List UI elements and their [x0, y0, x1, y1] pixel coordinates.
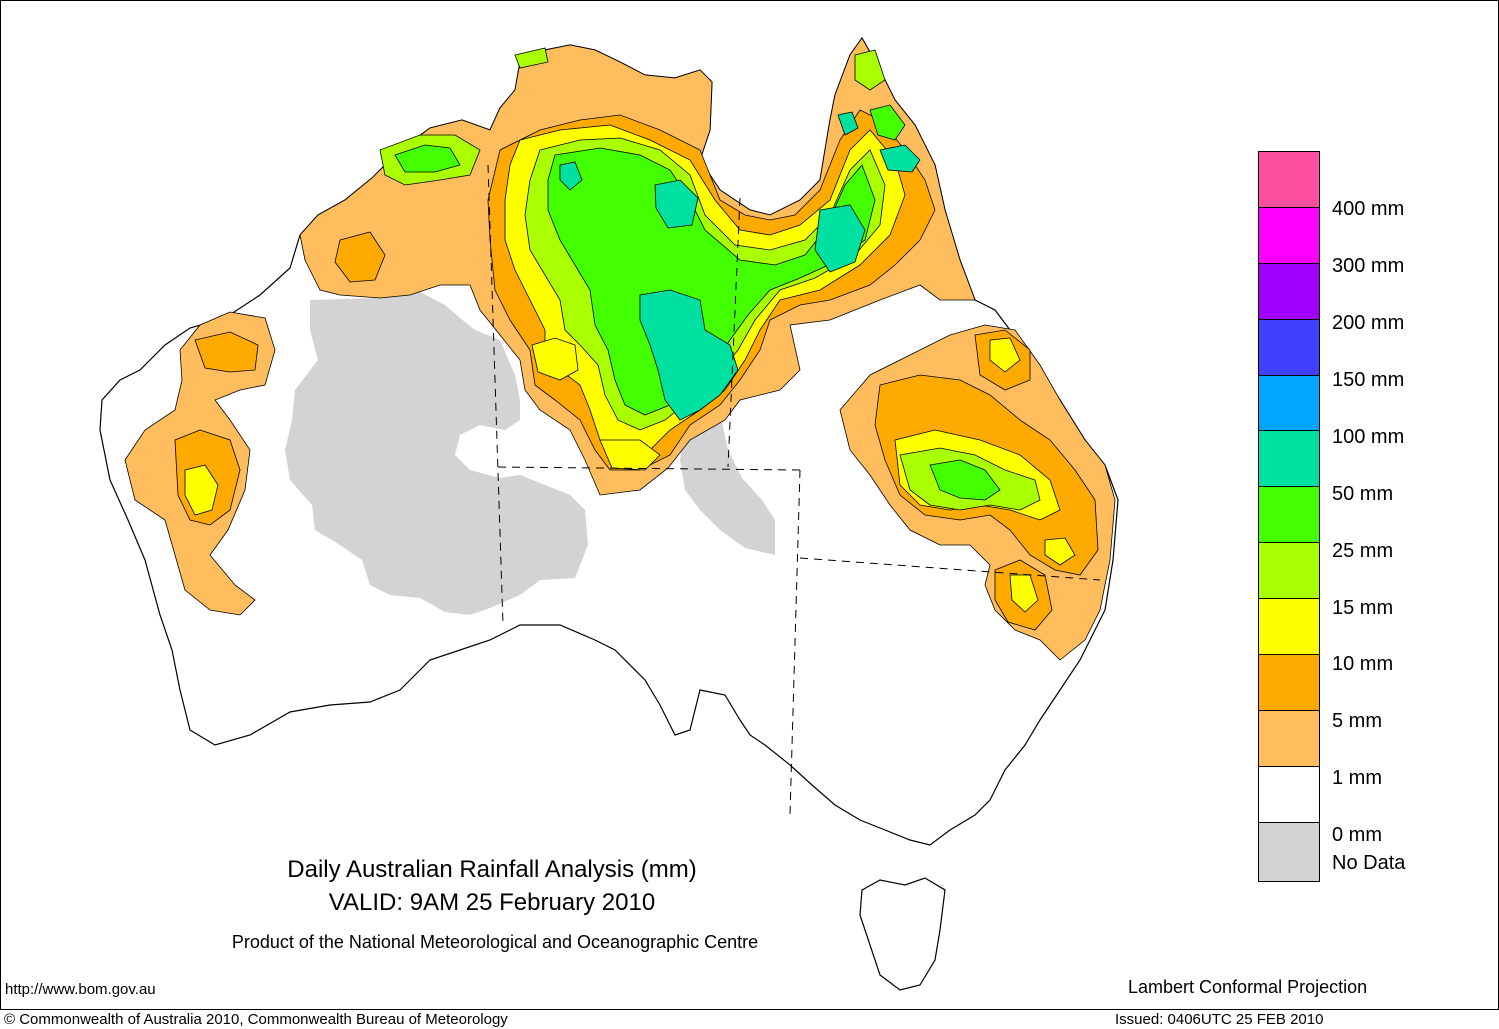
legend-label: 100 mm — [1332, 426, 1405, 448]
legend-swatch — [1259, 766, 1319, 823]
legend-label: 400 mm — [1332, 198, 1405, 220]
legend-swatch — [1259, 487, 1319, 544]
tasmania-outline — [859, 877, 946, 991]
valid-date: VALID: 9AM 25 February 2010 — [328, 889, 656, 916]
legend-swatch — [1259, 319, 1319, 376]
legend-swatch — [1259, 710, 1319, 767]
legend-swatch — [1259, 263, 1319, 320]
legend-swatch — [1259, 375, 1319, 432]
legend-label: 5 mm — [1332, 710, 1382, 732]
legend-label: 25 mm — [1332, 540, 1394, 562]
legend-swatch — [1259, 543, 1319, 600]
legend-label: 300 mm — [1332, 255, 1405, 277]
legend-label: No Data — [1332, 852, 1406, 874]
website-link[interactable]: http://www.bom.gov.au — [5, 981, 156, 998]
issued-time: Issued: 0406UTC 25 FEB 2010 — [1115, 1011, 1324, 1028]
legend-label: 0 mm — [1332, 824, 1382, 846]
legend-label: 50 mm — [1332, 483, 1394, 505]
rainfall-25mm-areas — [394, 104, 1001, 501]
legend-label: 150 mm — [1332, 369, 1405, 391]
legend-swatch — [1259, 822, 1319, 881]
legend-swatch — [1259, 655, 1319, 711]
legend-swatch — [1259, 152, 1319, 208]
copyright-notice: © Commonwealth of Australia 2010, Common… — [4, 1011, 508, 1028]
legend-swatch — [1259, 431, 1319, 488]
map-title: Daily Australian Rainfall Analysis (mm) — [287, 856, 697, 883]
state-borders — [487, 164, 1101, 816]
rainfall-50mm-areas — [559, 111, 921, 421]
legend-label: 200 mm — [1332, 312, 1405, 334]
legend-label: 1 mm — [1332, 767, 1382, 789]
legend-label: 10 mm — [1332, 653, 1394, 675]
legend-swatch — [1259, 599, 1319, 656]
legend-label: 15 mm — [1332, 597, 1394, 619]
projection-label: Lambert Conformal Projection — [1128, 977, 1368, 997]
product-credit: Product of the National Meteorological a… — [231, 932, 759, 952]
legend-colorbar — [1258, 151, 1320, 882]
legend-swatch — [1259, 207, 1319, 264]
